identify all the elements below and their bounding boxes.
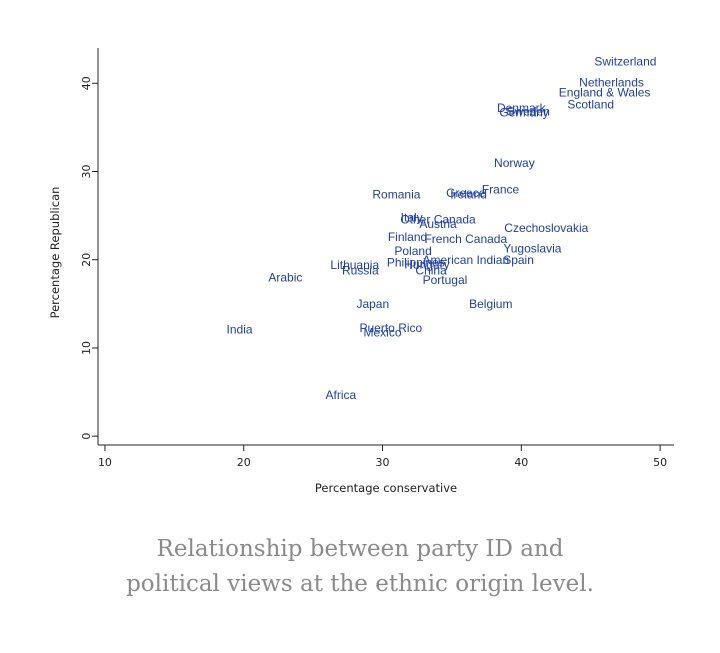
y-ticks: 0 10 20 30 40 [80,76,98,440]
point-label: Sweden [507,105,550,119]
point-label: Philippines [387,256,445,270]
x-tick-label: 10 [98,456,112,469]
point-label: Czechoslovakia [504,221,588,235]
y-tick-label: 40 [80,76,93,90]
point-label: Russia [342,264,379,278]
point-label: Germany [499,106,548,120]
figure-caption: Relationship between party ID and politi… [126,536,594,597]
point-label: England & Wales [559,85,651,99]
point-label: Spain [503,253,534,267]
point-label: Hungary [404,257,449,271]
point-label: Mexico [364,325,402,339]
point-label: Yugoslavia [503,241,561,255]
point-label: Africa [326,388,357,402]
y-tick-label: 10 [80,341,93,355]
point-label: Ireland [450,188,487,202]
x-tick-label: 50 [653,456,667,469]
point-label: Arabic [268,271,302,285]
point-label: Lithuania [330,258,379,272]
x-tick-label: 20 [237,456,251,469]
y-tick-label: 0 [80,433,93,440]
point-label: China [415,264,447,278]
point-label: Austria [419,217,457,231]
point-label: Portugal [423,273,468,287]
x-tick-label: 40 [514,456,528,469]
y-tick-label: 30 [80,165,93,179]
point-label: Finland [388,230,427,244]
axes [97,48,674,446]
point-label: Switzerland [594,54,656,68]
y-tick-label: 20 [80,253,93,267]
x-ticks: 10 20 30 40 50 [98,445,667,469]
point-label: Netherlands [579,76,644,90]
point-label: Scotland [567,98,614,112]
y-axis-title: Percentage Republican [48,187,62,319]
point-label: American Indian [422,253,509,267]
point-label: Italy [401,211,423,225]
x-tick-label: 30 [376,456,390,469]
point-label: Japan [356,297,389,311]
point-label: India [227,323,253,337]
point-label: Denmark [497,101,547,115]
point-label: Norway [494,156,535,170]
point-label: Romania [372,188,420,202]
point-label: Greece [446,186,486,200]
point-label: Belgium [469,297,512,311]
point-label: Puerto Rico [360,321,423,335]
point-label: France [482,182,520,196]
point-label: Other Canada [400,212,476,226]
point-label: Poland [394,244,431,258]
scatter-plot: 10 20 30 40 50 0 10 20 30 40 Switzerland Netherla… [48,48,674,495]
point-label: French Canada [424,232,507,246]
x-axis-title: Percentage conservative [315,481,457,495]
